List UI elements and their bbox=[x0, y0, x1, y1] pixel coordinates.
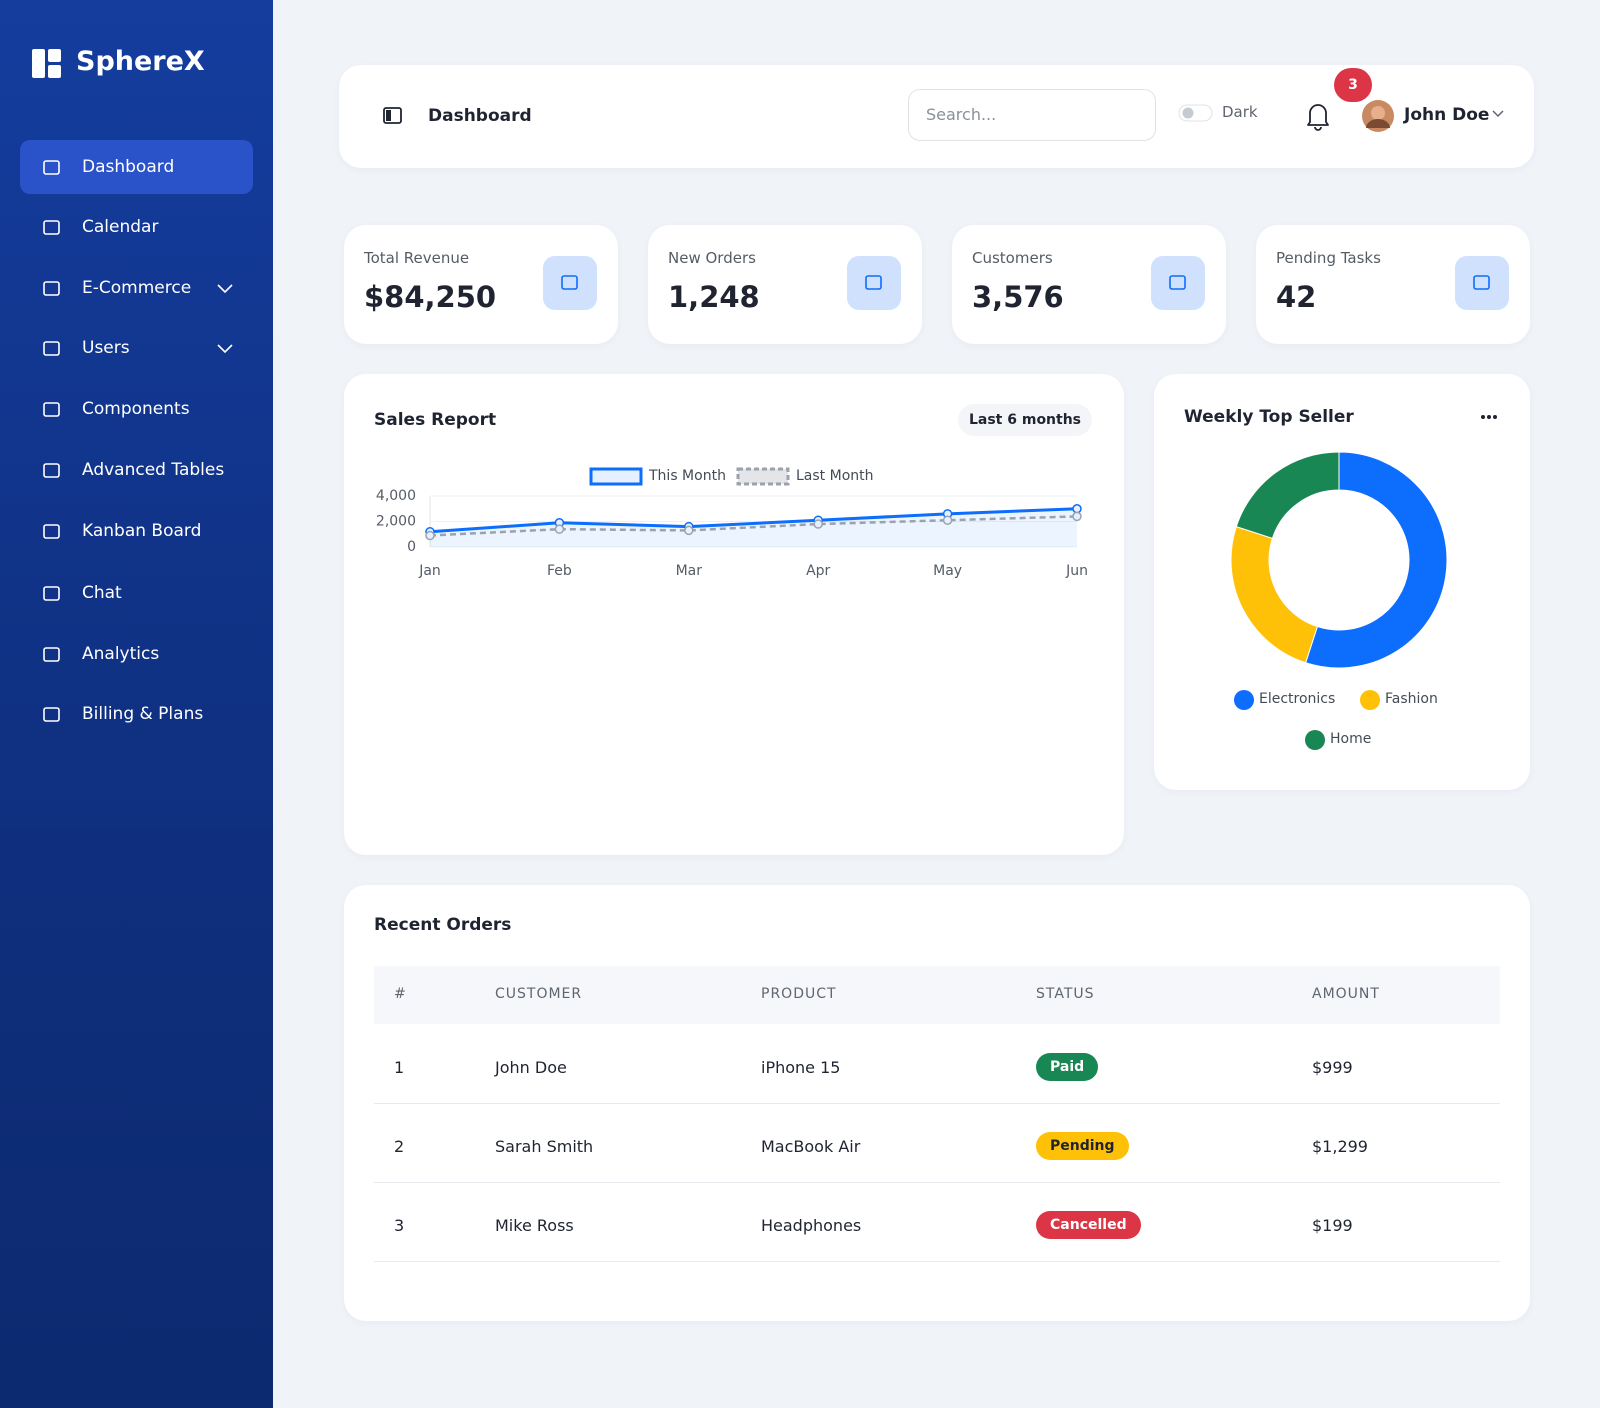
stat-label: Customers bbox=[972, 249, 1053, 267]
icon bbox=[43, 524, 60, 539]
menu-label: Chat bbox=[82, 583, 122, 603]
stat-icon bbox=[543, 256, 597, 310]
orders-title: Recent Orders bbox=[374, 915, 512, 935]
table-header-row bbox=[374, 966, 1500, 1024]
icon bbox=[561, 275, 578, 290]
sales-report-card: Last 6 months bbox=[344, 374, 1124, 855]
icon bbox=[43, 402, 60, 417]
column-header: STATUS bbox=[1036, 986, 1095, 1002]
menu-item[interactable]: Users bbox=[20, 321, 253, 375]
table-cell: MacBook Air bbox=[761, 1137, 861, 1156]
stat-value: 42 bbox=[1276, 280, 1317, 314]
notification-bell[interactable] bbox=[1305, 101, 1331, 131]
menu-label: Advanced Tables bbox=[82, 460, 225, 480]
table-cell: John Doe bbox=[495, 1058, 567, 1077]
icon bbox=[43, 707, 60, 722]
stat-value: 3,576 bbox=[972, 280, 1064, 314]
column-header: # bbox=[394, 986, 407, 1002]
submenu-caret bbox=[217, 284, 233, 294]
stat-card: Pending Tasks 42 bbox=[1256, 225, 1530, 344]
stat-icon bbox=[1455, 256, 1509, 310]
stat-card: Customers 3,576 bbox=[952, 225, 1226, 344]
user-menu-caret[interactable] bbox=[1491, 109, 1505, 119]
table-cell: iPhone 15 bbox=[761, 1058, 841, 1077]
icon bbox=[1169, 275, 1186, 290]
user-avatar[interactable] bbox=[1362, 100, 1394, 132]
more-button[interactable] bbox=[1480, 414, 1500, 420]
stat-icon bbox=[847, 256, 901, 310]
column-header: CUSTOMER bbox=[495, 986, 583, 1002]
menu-label: Kanban Board bbox=[82, 521, 202, 541]
stat-icon bbox=[1151, 256, 1205, 310]
menu-label: Users bbox=[82, 338, 130, 358]
icon bbox=[43, 160, 60, 175]
icon bbox=[43, 220, 60, 235]
table-cell: Headphones bbox=[761, 1216, 862, 1235]
header: Dashboard Search... Dark 3 John Doe bbox=[339, 65, 1534, 168]
brand-name: SphereX bbox=[76, 46, 205, 77]
menu-item[interactable]: Analytics bbox=[20, 627, 253, 681]
icon bbox=[43, 586, 60, 601]
menu-item[interactable]: Advanced Tables bbox=[20, 443, 253, 497]
table-cell: $1,299 bbox=[1312, 1137, 1368, 1156]
menu-label: Dashboard bbox=[82, 157, 175, 177]
row-divider bbox=[374, 1182, 1500, 1183]
row-divider bbox=[374, 1261, 1500, 1262]
stat-label: Total Revenue bbox=[364, 249, 470, 267]
menu-item[interactable]: Billing & Plans bbox=[20, 687, 253, 741]
search-input[interactable]: Search... bbox=[908, 89, 1156, 141]
menu-label: Components bbox=[82, 399, 190, 419]
column-header: PRODUCT bbox=[761, 986, 837, 1002]
stat-label: Pending Tasks bbox=[1276, 249, 1381, 267]
menu-item[interactable]: Dashboard bbox=[20, 140, 253, 194]
page-title: Dashboard bbox=[428, 106, 532, 126]
icon bbox=[1473, 275, 1490, 290]
menu-item[interactable]: E-Commerce bbox=[20, 261, 253, 315]
icon bbox=[43, 463, 60, 478]
stat-value: $84,250 bbox=[364, 280, 497, 314]
stat-card: Total Revenue $84,250 bbox=[344, 225, 618, 344]
user-name[interactable]: John Doe bbox=[1404, 105, 1490, 125]
status-badge: Pending bbox=[1036, 1132, 1129, 1160]
menu-item[interactable]: Kanban Board bbox=[20, 504, 253, 558]
brand-logo bbox=[32, 49, 61, 78]
icon bbox=[865, 275, 882, 290]
table-cell: 3 bbox=[394, 1216, 405, 1235]
table-cell: 1 bbox=[394, 1058, 405, 1077]
stat-card: New Orders 1,248 bbox=[648, 225, 922, 344]
menu-label: Analytics bbox=[82, 644, 160, 664]
top-seller-card bbox=[1154, 374, 1530, 790]
icon bbox=[43, 341, 60, 356]
theme-label: Dark bbox=[1222, 103, 1258, 121]
orders-card: Recent Orders # CUSTOMER PRODUCT STATUS AMOU… bbox=[344, 885, 1530, 1321]
status-badge: Cancelled bbox=[1036, 1211, 1141, 1239]
menu-label: E-Commerce bbox=[82, 278, 192, 298]
sidebar: SphereX Dashboard Calendar E-Commerce Users… bbox=[0, 0, 273, 1408]
notification-badge: 3 bbox=[1334, 68, 1372, 102]
theme-switch[interactable] bbox=[1178, 103, 1214, 123]
icon bbox=[43, 647, 60, 662]
row-divider bbox=[374, 1103, 1500, 1104]
menu-item[interactable]: Calendar bbox=[20, 200, 253, 254]
status-badge: Paid bbox=[1036, 1053, 1099, 1081]
sidebar-toggle[interactable] bbox=[383, 107, 403, 125]
icon bbox=[43, 281, 60, 296]
submenu-caret bbox=[217, 344, 233, 354]
stat-label: New Orders bbox=[668, 249, 756, 267]
table-cell: Sarah Smith bbox=[495, 1137, 594, 1156]
menu-label: Billing & Plans bbox=[82, 704, 204, 724]
table-cell: 2 bbox=[394, 1137, 405, 1156]
menu-item[interactable]: Components bbox=[20, 382, 253, 436]
menu-item[interactable]: Chat bbox=[20, 566, 253, 620]
table-cell: $999 bbox=[1312, 1058, 1353, 1077]
period-button[interactable]: Last 6 months bbox=[958, 404, 1092, 436]
column-header: AMOUNT bbox=[1312, 986, 1380, 1002]
stat-value: 1,248 bbox=[668, 280, 760, 314]
menu-label: Calendar bbox=[82, 217, 159, 237]
table-cell: Mike Ross bbox=[495, 1216, 574, 1235]
table-cell: $199 bbox=[1312, 1216, 1353, 1235]
